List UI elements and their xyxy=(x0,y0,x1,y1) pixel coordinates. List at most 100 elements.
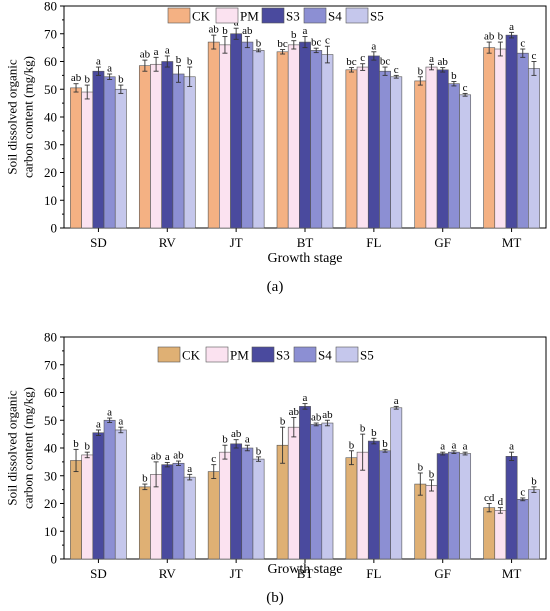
significance-label: ab xyxy=(438,56,449,68)
bar-pm-jt xyxy=(219,44,231,229)
significance-label: b xyxy=(73,438,79,450)
y-tick-label: 10 xyxy=(44,524,57,539)
legend-swatch-ck xyxy=(157,346,181,363)
bar-s3-rv xyxy=(161,61,174,229)
bar-ck-fl xyxy=(345,69,358,229)
significance-label: a xyxy=(394,395,399,407)
significance-label: b xyxy=(418,65,424,77)
significance-label: b xyxy=(429,468,435,480)
significance-label: a xyxy=(96,56,101,68)
significance-label: b xyxy=(291,29,297,41)
x-tick-label: BT xyxy=(297,566,314,581)
bar-s3-bt xyxy=(299,41,311,229)
bar-s5-mt xyxy=(528,68,540,229)
significance-label: a xyxy=(303,25,308,37)
significance-label: a xyxy=(303,392,308,404)
y-tick-label: 30 xyxy=(44,137,57,152)
legend-label: S3 xyxy=(286,9,300,24)
bar-s3-jt xyxy=(230,33,243,229)
x-tick-label: SD xyxy=(90,566,107,581)
significance-label: c xyxy=(532,50,537,62)
significance-label: b xyxy=(222,434,228,446)
y-tick-label: 60 xyxy=(44,54,57,69)
y-tick-label: 0 xyxy=(51,552,58,567)
bar-s4-fl xyxy=(379,450,391,560)
bar-s4-mt xyxy=(516,499,529,560)
significance-label: b xyxy=(222,25,228,37)
legend: CK PM S3 S4 S5 xyxy=(157,346,374,363)
x-tick-label: JT xyxy=(230,235,243,250)
significance-label: ab xyxy=(173,450,184,462)
significance-label: c xyxy=(394,64,399,76)
legend-swatch-pm xyxy=(215,7,239,24)
significance-label: c xyxy=(325,35,330,47)
significance-label: a xyxy=(509,21,514,33)
y-axis-label: carbon content (mg/kg) xyxy=(21,56,36,178)
significance-label: a xyxy=(107,62,112,74)
significance-label: a xyxy=(429,53,434,65)
bar-s3-mt xyxy=(505,456,518,560)
significance-label: b xyxy=(360,423,366,435)
significance-label: ab xyxy=(242,25,253,37)
significance-label: bc xyxy=(311,37,322,49)
bar-s4-rv xyxy=(172,73,185,229)
bar-ck-mt xyxy=(483,507,496,560)
bar-pm-mt xyxy=(494,48,507,229)
significance-label: a xyxy=(463,441,468,453)
bar-pm-sd xyxy=(81,454,94,560)
bar-s4-mt xyxy=(516,52,529,229)
x-tick-label: JT xyxy=(230,566,243,581)
bar-s4-bt xyxy=(310,424,323,560)
significance-label: b xyxy=(187,56,193,68)
bar-s5-mt xyxy=(528,489,540,560)
significance-label: a xyxy=(118,416,123,428)
x-tick-label: RV xyxy=(159,566,177,581)
legend-swatch-s4 xyxy=(303,7,327,24)
significance-label: ab xyxy=(140,49,151,61)
significance-label: d xyxy=(498,496,504,508)
significance-label: ab xyxy=(151,450,162,462)
significance-label: bc xyxy=(346,56,357,68)
significance-label: b xyxy=(349,439,355,451)
significance-label: c xyxy=(211,453,216,465)
significance-label: b xyxy=(280,416,286,428)
significance-label: a xyxy=(96,418,101,430)
legend-swatch-s5 xyxy=(345,7,369,24)
y-tick-label: 70 xyxy=(44,357,57,372)
y-tick-label: 0 xyxy=(51,221,58,236)
x-tick-label: SD xyxy=(90,235,107,250)
bar-s5-jt xyxy=(252,50,265,229)
significance-label: b xyxy=(371,427,377,439)
significance-label: b xyxy=(531,475,537,487)
y-tick-label: 50 xyxy=(44,413,57,428)
significance-label: b xyxy=(256,38,262,50)
bar-s5-bt xyxy=(321,422,334,560)
panel-label: (b) xyxy=(266,590,284,606)
bar-s5-rv xyxy=(183,476,196,560)
y-tick-label: 70 xyxy=(44,26,57,41)
bar-ck-rv xyxy=(138,486,151,560)
legend-label: PM xyxy=(230,348,249,363)
bar-ck-rv xyxy=(138,65,151,229)
bar-s4-sd xyxy=(103,419,116,560)
legend: CK PM S3 S4 S5 xyxy=(167,7,384,24)
significance-label: b xyxy=(118,74,124,86)
bar-pm-rv xyxy=(150,63,162,229)
bar-pm-sd xyxy=(81,91,94,229)
significance-label: a xyxy=(187,463,192,475)
bar-s5-bt xyxy=(321,54,334,229)
legend-swatch-s3 xyxy=(261,7,285,24)
legend-swatch-ck xyxy=(167,7,191,24)
x-tick-label: GF xyxy=(434,566,451,581)
bar-s3-rv xyxy=(161,464,174,560)
bar-s4-gf xyxy=(448,83,460,229)
significance-label: b xyxy=(84,74,90,86)
significance-label: a xyxy=(165,44,170,56)
x-tick-label: BT xyxy=(297,235,314,250)
bar-ck-mt xyxy=(483,47,496,229)
significance-label: c xyxy=(520,38,525,50)
significance-label: b xyxy=(142,473,148,485)
x-tick-label: GF xyxy=(434,235,451,250)
